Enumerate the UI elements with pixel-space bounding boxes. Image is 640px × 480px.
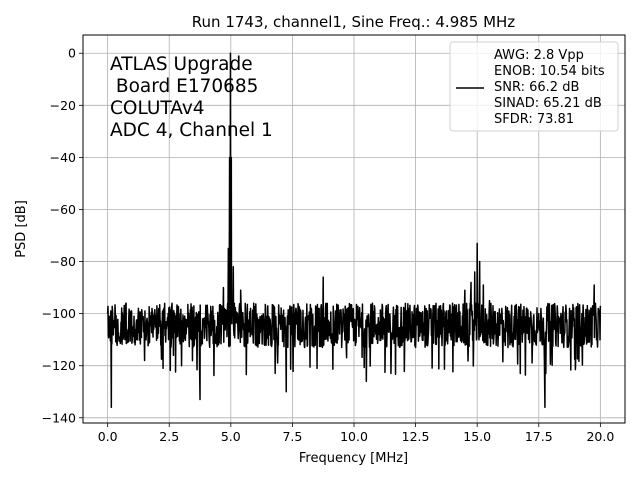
x-axis-ticks: 0.0 2.5 5.0 7.5 10.0 12.5 15.0 17.5 20.0: [98, 423, 614, 444]
legend-entry-snr: SNR: 66.2 dB: [494, 80, 579, 95]
y-axis-label: PSD [dB]: [14, 200, 29, 258]
psd-series-line: [106, 52, 602, 409]
annotation-block: ATLAS Upgrade Board E170685 COLUTAv4 ADC…: [110, 54, 273, 141]
y-tick-label: −40: [50, 150, 76, 165]
x-tick-label: 17.5: [525, 429, 553, 444]
legend: AWG: 2.8 Vpp ENOB: 10.54 bits SNR: 66.2 …: [449, 41, 619, 132]
annotation-line-3: COLUTAv4: [110, 98, 205, 119]
x-tick-label: 2.5: [159, 429, 179, 444]
y-tick-label: −20: [50, 98, 76, 113]
x-tick-label: 0.0: [98, 429, 118, 444]
legend-box: [449, 41, 619, 132]
annotation-line-4: ADC 4, Channel 1: [110, 120, 273, 141]
annotation-line-1: ATLAS Upgrade: [110, 54, 253, 75]
x-tick-label: 20.0: [586, 429, 614, 444]
y-tick-label: 0: [68, 46, 76, 61]
legend-entry-sfdr: SFDR: 73.81: [494, 112, 574, 127]
x-axis-label: Frequency [MHz]: [299, 451, 408, 466]
y-tick-label: −140: [42, 410, 76, 425]
chart-title: Run 1743, channel1, Sine Freq.: 4.985 MH…: [192, 13, 516, 31]
y-tick-label: −60: [50, 202, 76, 217]
legend-entry-sinad: SINAD: 65.21 dB: [494, 96, 602, 111]
annotation-line-2: Board E170685: [110, 76, 258, 97]
y-tick-label: −120: [42, 358, 76, 373]
plot-area: [106, 52, 602, 409]
x-tick-label: 15.0: [463, 429, 491, 444]
y-tick-label: −100: [42, 306, 76, 321]
y-axis-ticks: 0 −20 −40 −60 −80 −100 −120 −140: [42, 46, 83, 425]
legend-entry-awg: AWG: 2.8 Vpp: [494, 48, 584, 63]
x-tick-label: 10.0: [340, 429, 368, 444]
x-tick-label: 7.5: [282, 429, 302, 444]
y-tick-label: −80: [50, 254, 76, 269]
x-tick-label: 12.5: [402, 429, 430, 444]
legend-entry-enob: ENOB: 10.54 bits: [494, 64, 605, 79]
x-tick-label: 5.0: [221, 429, 241, 444]
